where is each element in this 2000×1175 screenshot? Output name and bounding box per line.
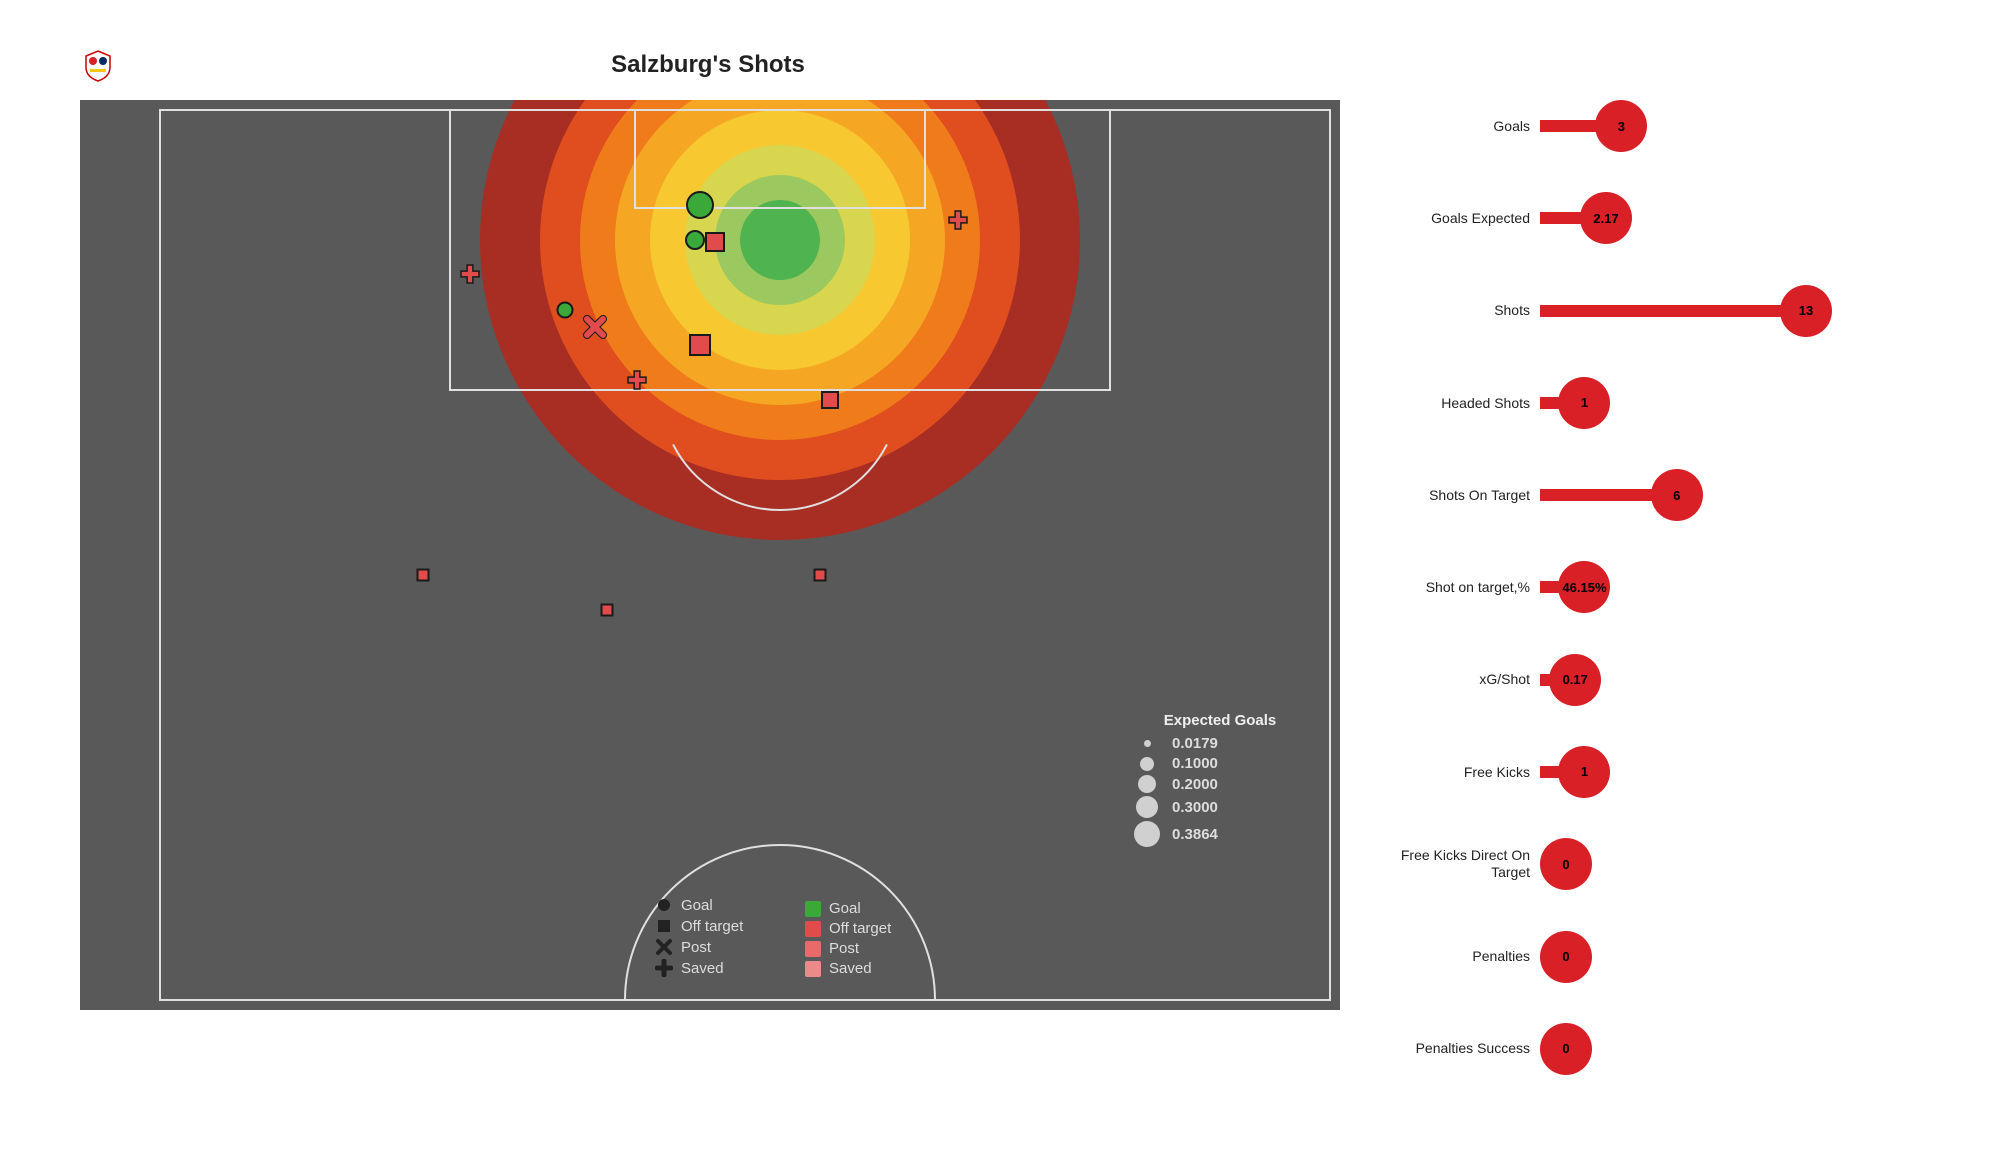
stat-row: Shot on target,% 46.15% <box>1380 557 1940 617</box>
legend-color-label: Saved <box>829 960 872 977</box>
legend-color-label: Goal <box>829 900 861 917</box>
stat-label: Free Kicks <box>1380 764 1540 781</box>
shot-marker <box>690 335 710 355</box>
stat-label: Shot on target,% <box>1380 579 1540 596</box>
shot-map-panel: Salzburg's Shots Goal Off target Post Saved… <box>80 40 1340 1135</box>
legend-xg-value: 0.0179 <box>1172 735 1218 752</box>
legend-colors: Goal Off target Post Saved <box>805 897 891 980</box>
legend-shape-label: Off target <box>681 918 743 935</box>
team-logo <box>80 47 116 83</box>
stat-label: Free Kicks Direct On Target <box>1380 847 1540 881</box>
legend-xg-title: Expected Goals <box>1130 712 1310 729</box>
stat-value: 46.15% <box>1558 561 1610 613</box>
chart-title: Salzburg's Shots <box>136 51 1280 79</box>
stat-value: 6 <box>1651 469 1703 521</box>
stat-value: 1 <box>1558 377 1610 429</box>
legend-xg-value: 0.3864 <box>1172 826 1218 843</box>
stat-value: 13 <box>1780 285 1832 337</box>
legend-xg-value: 0.2000 <box>1172 776 1218 793</box>
stat-value: 0 <box>1540 931 1592 983</box>
pitch-shot-map: Goal Off target Post Saved Goal Off target Po… <box>80 100 1340 1010</box>
shot-marker <box>815 570 826 581</box>
stat-row: Goals Expected 2.17 <box>1380 188 1940 248</box>
legend-shapes: Goal Off target Post Saved <box>655 893 743 980</box>
shot-marker <box>706 233 724 251</box>
stat-label: Penalties Success <box>1380 1040 1540 1057</box>
shot-marker <box>949 211 967 229</box>
stat-label: Penalties <box>1380 948 1540 965</box>
stat-label: Goals Expected <box>1380 210 1540 227</box>
stat-value: 0 <box>1540 1023 1592 1075</box>
stat-row: Free Kicks Direct On Target0 <box>1380 834 1940 894</box>
legend-shape-label: Post <box>681 939 711 956</box>
legend-xg-value: 0.3000 <box>1172 799 1218 816</box>
stat-row: Penalties0 <box>1380 927 1940 987</box>
legend-color-label: Post <box>829 940 859 957</box>
stat-label: Headed Shots <box>1380 395 1540 412</box>
shots-layer <box>80 100 1340 1010</box>
shot-marker <box>687 192 713 218</box>
stat-row: Free Kicks 1 <box>1380 742 1940 802</box>
legend-expected-goals: Expected Goals 0.0179 0.1000 0.2000 0.3000 0.… <box>1130 712 1310 850</box>
stat-row: Shots 13 <box>1380 281 1940 341</box>
stat-value: 0 <box>1540 838 1592 890</box>
stat-row: Penalties Success0 <box>1380 1019 1940 1079</box>
stats-panel: Goals 3 Goals Expected 2.17 Shots 13 Headed Sh… <box>1380 40 1940 1135</box>
stat-row: Goals 3 <box>1380 96 1940 156</box>
shot-marker <box>558 303 573 318</box>
stat-value: 2.17 <box>1580 192 1632 244</box>
shot-marker <box>822 392 838 408</box>
stat-label: Shots On Target <box>1380 487 1540 504</box>
stat-value: 0.17 <box>1549 654 1601 706</box>
stat-value: 1 <box>1558 746 1610 798</box>
stat-value: 3 <box>1595 100 1647 152</box>
shot-marker <box>418 570 429 581</box>
shot-marker <box>602 605 613 616</box>
stat-label: xG/Shot <box>1380 671 1540 688</box>
shot-marker <box>686 231 704 249</box>
legend-xg-value: 0.1000 <box>1172 755 1218 772</box>
stat-label: Shots <box>1380 302 1540 319</box>
shot-marker <box>628 371 646 389</box>
shot-marker <box>587 319 603 335</box>
stat-label: Goals <box>1380 118 1540 135</box>
stat-row: xG/Shot 0.17 <box>1380 650 1940 710</box>
stat-row: Shots On Target 6 <box>1380 465 1940 525</box>
stat-row: Headed Shots 1 <box>1380 373 1940 433</box>
legend-shape-label: Goal <box>681 897 713 914</box>
legend-color-label: Off target <box>829 920 891 937</box>
shot-marker <box>461 265 479 283</box>
legend-shape-label: Saved <box>681 960 724 977</box>
